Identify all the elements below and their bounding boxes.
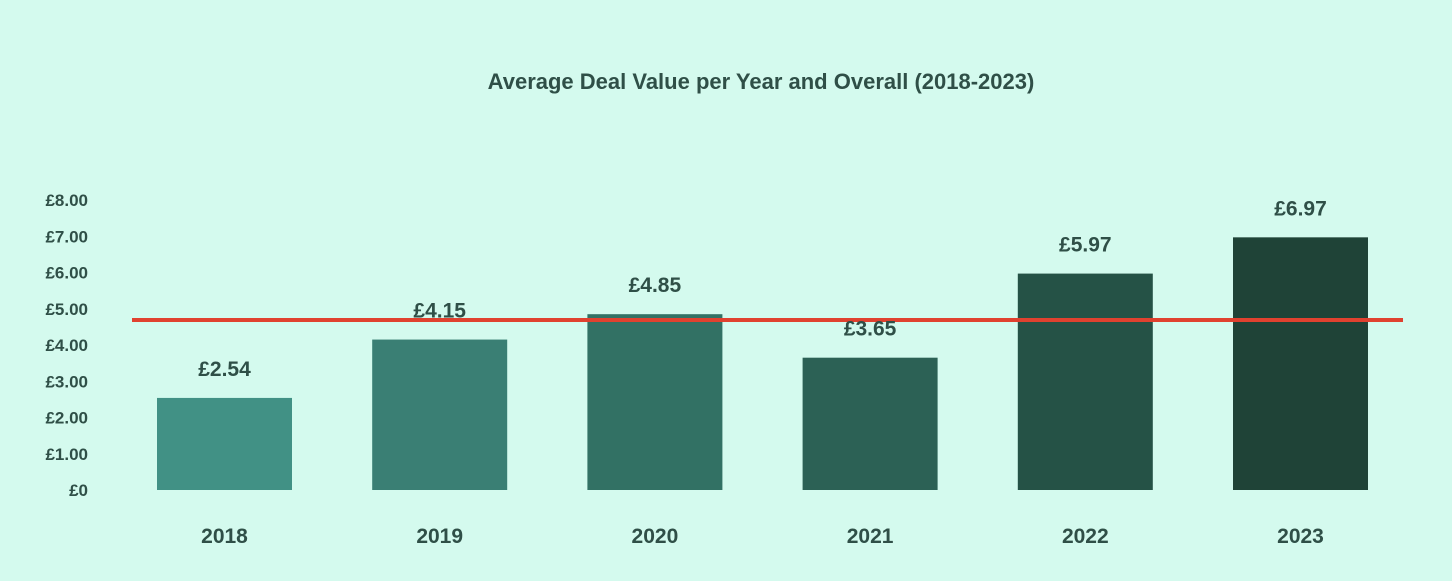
x-axis: 2018 2019 2020 2021 2022 2023 (201, 525, 1324, 548)
x-tick-label: 2018 (201, 525, 248, 548)
bar-2023 (1233, 237, 1368, 490)
y-tick-label: £8.00 (45, 191, 88, 210)
y-tick-label: £0 (69, 481, 88, 500)
bars (157, 237, 1368, 490)
bar-2020 (587, 314, 723, 490)
x-tick-label: 2020 (632, 525, 679, 548)
bar-2019 (372, 339, 508, 490)
data-label: £3.65 (844, 318, 897, 341)
bar-2022 (1017, 273, 1153, 490)
x-tick-label: 2023 (1277, 525, 1324, 548)
data-label: £6.97 (1274, 197, 1327, 220)
y-tick-label: £5.00 (45, 300, 88, 319)
x-tick-label: 2021 (847, 525, 894, 548)
data-label: £2.54 (198, 358, 251, 381)
y-tick-label: £3.00 (45, 372, 88, 391)
data-label: £4.15 (413, 300, 466, 323)
value-labels: £2.54 £4.15 £4.85 £3.65 £5.97 £6.97 (198, 197, 1327, 381)
data-label: £5.97 (1059, 234, 1112, 257)
y-tick-label: £1.00 (45, 445, 88, 464)
y-tick-label: £4.00 (45, 336, 88, 355)
y-axis: £0 £1.00 £2.00 £3.00 £4.00 £5.00 £6.00 £7.00 £8.… (45, 191, 88, 500)
x-tick-label: 2019 (416, 525, 463, 548)
bar-2021 (802, 357, 938, 490)
data-label: £4.85 (629, 274, 682, 297)
y-tick-label: £2.00 (45, 409, 88, 428)
y-tick-label: £6.00 (45, 264, 88, 283)
chart-title: Average Deal Value per Year and Overall … (488, 69, 1035, 94)
y-tick-label: £7.00 (45, 227, 88, 246)
bar-2018 (157, 397, 292, 490)
x-tick-label: 2022 (1062, 525, 1109, 548)
